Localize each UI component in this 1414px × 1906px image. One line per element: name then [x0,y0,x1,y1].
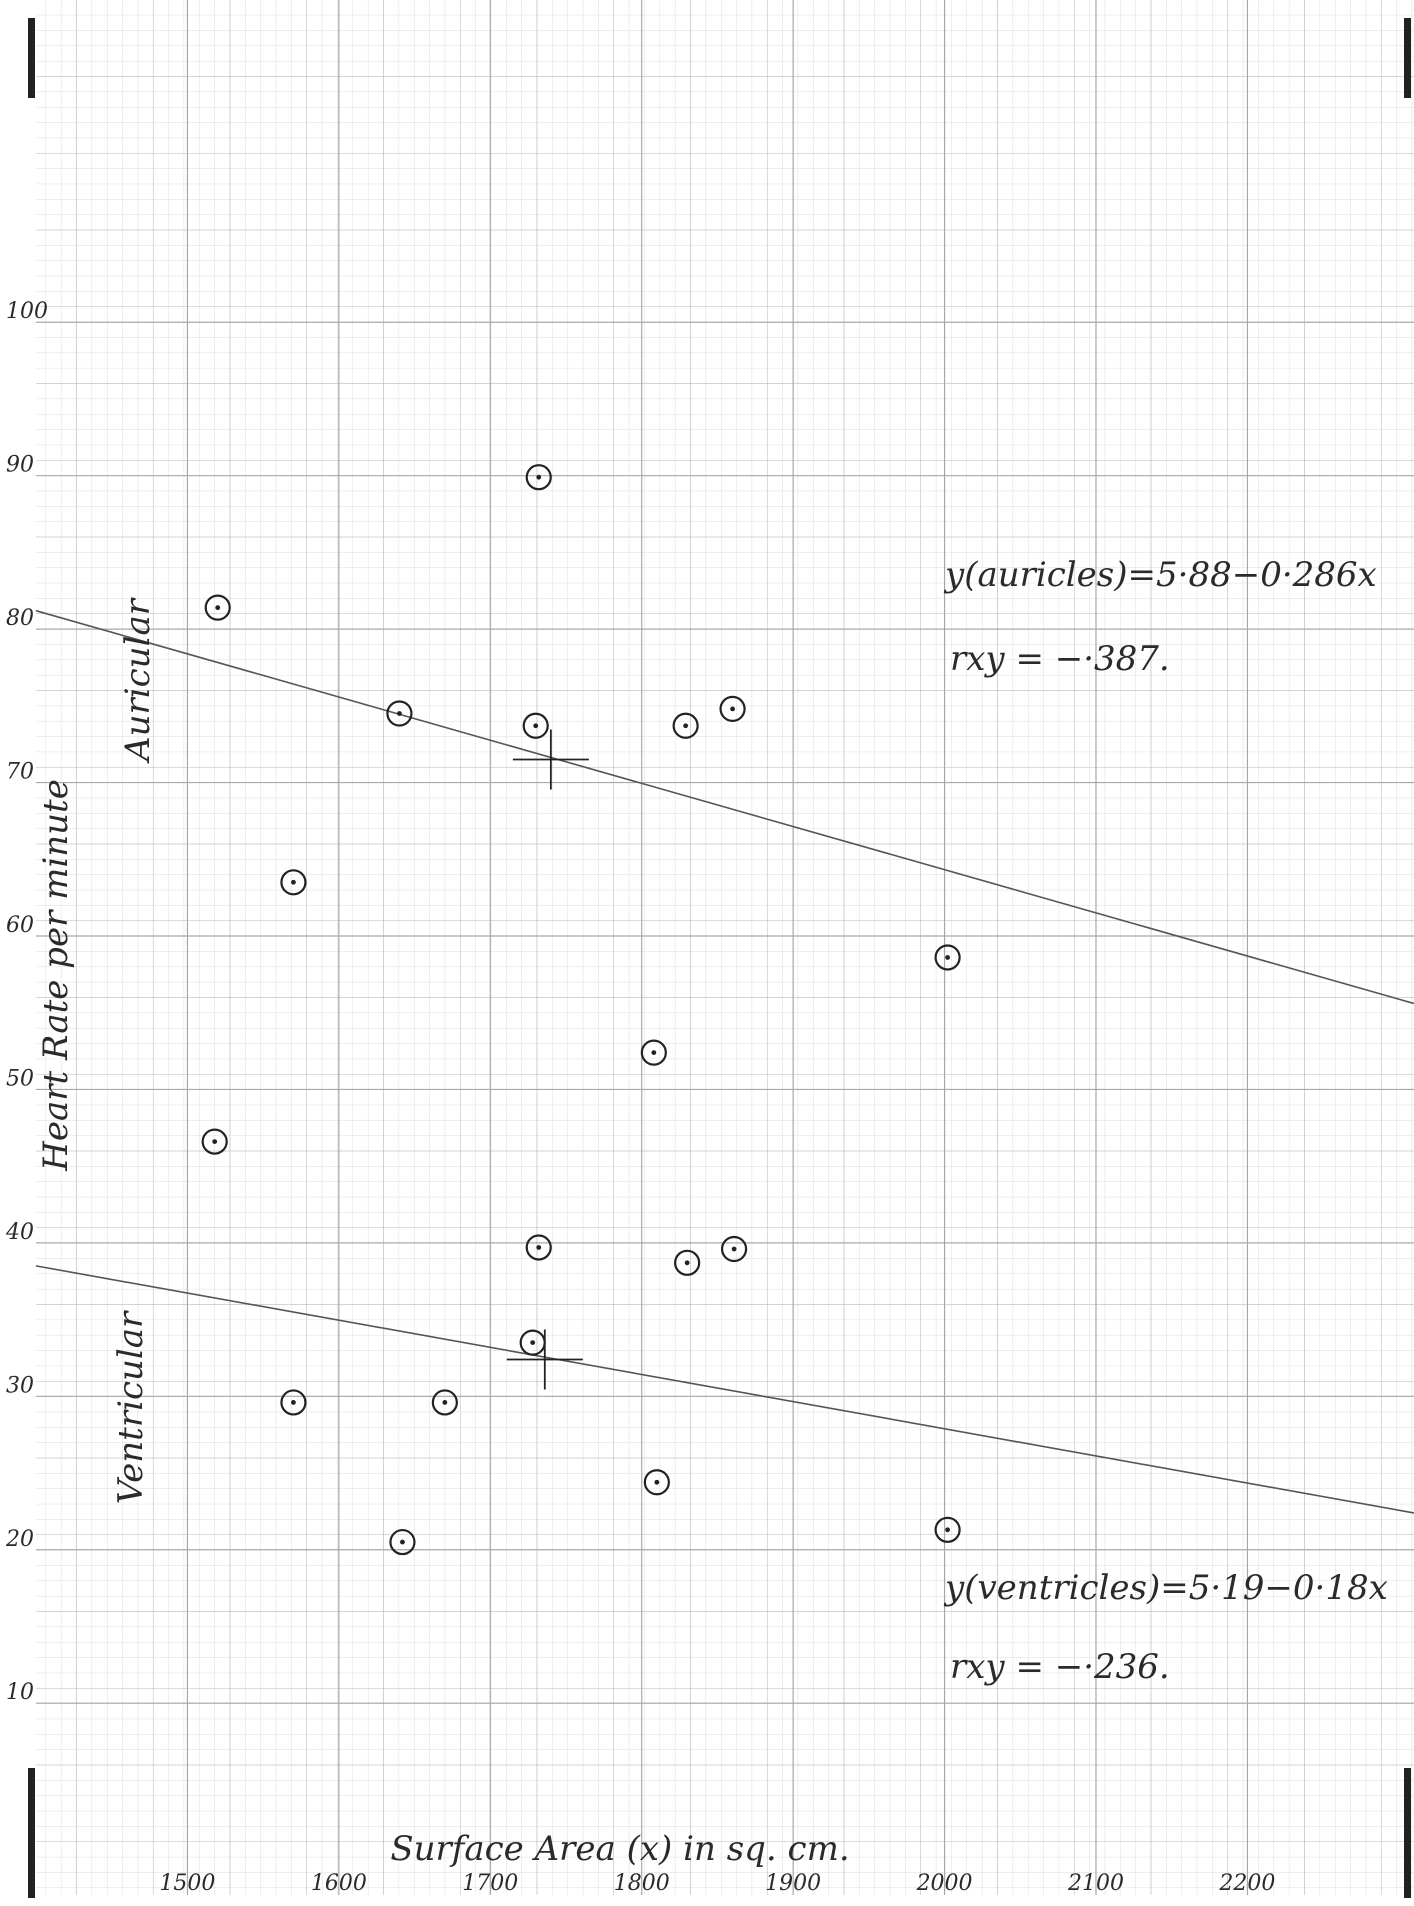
x-tick-label: 2200 [1218,1871,1275,1896]
point-dot [684,1260,690,1266]
point [643,1469,670,1496]
y-axis-label: Heart Rate per minute [36,779,76,1172]
point-dot [945,1527,950,1533]
binding-bar [28,1768,35,1898]
point [431,1389,458,1416]
point [720,1235,748,1263]
equation: y(auricles)=5·88−0·286x [943,555,1377,595]
point-ring [640,1039,667,1066]
point [204,594,231,621]
y-tick-label: 40 [5,1220,34,1245]
series-label: Auricular [118,597,158,764]
x-tick-label: 2100 [1067,1871,1124,1896]
point-ring [525,464,552,491]
point [386,700,413,727]
x-tick-label: 1600 [311,1871,367,1896]
point-dot [683,723,689,729]
point [522,712,549,739]
point-dot [215,605,221,611]
point [525,1234,552,1261]
point [640,1039,667,1066]
point-ring [643,1469,670,1496]
point-dot [730,706,735,712]
y-tick-label: 50 [6,1066,34,1091]
plot: 10 20 30 40 50 60 70 80 90 100 1500 1600 1700 1800 190… [5,0,1414,1896]
x-tick-label: 2000 [916,1871,973,1896]
point-ring [674,1249,701,1276]
point-dot [731,1246,737,1252]
correlation: rxy = −·236. [950,1647,1170,1687]
y-tick-label: 60 [6,913,34,938]
point-dot [533,723,539,729]
point [389,1528,416,1556]
point-dot [651,1050,657,1056]
point-dot [291,879,296,885]
binding-bar [28,18,35,98]
y-tick-label: 10 [6,1680,34,1705]
point [934,1516,961,1543]
point-dot [397,711,402,716]
point-dot [442,1400,448,1405]
point-ring [431,1389,458,1416]
point [525,464,552,491]
y-tick-label: 100 [6,299,48,324]
point-ring [719,695,746,722]
point-dot [536,1245,542,1250]
point-dot [654,1479,660,1485]
point [280,1389,307,1416]
y-tick-label: 70 [6,760,34,785]
point-dot [945,955,950,960]
point-dot [212,1139,218,1145]
point-ring [386,700,413,727]
point [519,1329,546,1356]
graph-paper [36,0,1414,1895]
point-ring [389,1528,416,1556]
point-ring [280,1389,307,1416]
regression-line [35,609,1414,1005]
point-ring [720,1235,748,1263]
binding-bar [1404,18,1411,98]
point-ring [525,1234,552,1261]
x-tick-label: 1800 [614,1871,670,1896]
point [719,695,746,722]
point-dot [400,1539,405,1545]
x-tick-label: 1700 [462,1871,518,1896]
y-tick-label: 20 [5,1527,34,1552]
point-ring [201,1128,228,1155]
point-ring [204,594,231,621]
x-axis-label: Surface Area (x) in sq. cm. [390,1829,849,1869]
point-ring [672,712,699,739]
point-dot [536,474,542,480]
binding-bar [1404,1768,1411,1898]
point-ring [522,712,549,739]
point-dot [291,1400,296,1405]
point [280,869,307,896]
y-tick-label: 80 [6,606,34,631]
regression-line [35,1265,1414,1514]
point [674,1249,701,1276]
x-tick-label: 1500 [159,1871,215,1896]
correlation: rxy = −·387. [950,639,1170,679]
point [672,712,699,739]
y-tick-label: 30 [6,1373,34,1398]
x-tick-label: 1900 [765,1871,821,1896]
point-ring [934,944,961,971]
point [201,1128,228,1155]
point-ring [280,869,307,896]
point-dot [530,1340,536,1346]
y-tick-label: 90 [6,453,34,478]
point [934,944,961,971]
point-ring [519,1329,546,1356]
equation: y(ventricles)=5·19−0·18x [943,1568,1388,1608]
point-ring [934,1516,961,1543]
series-label: Ventricular [111,1310,151,1504]
